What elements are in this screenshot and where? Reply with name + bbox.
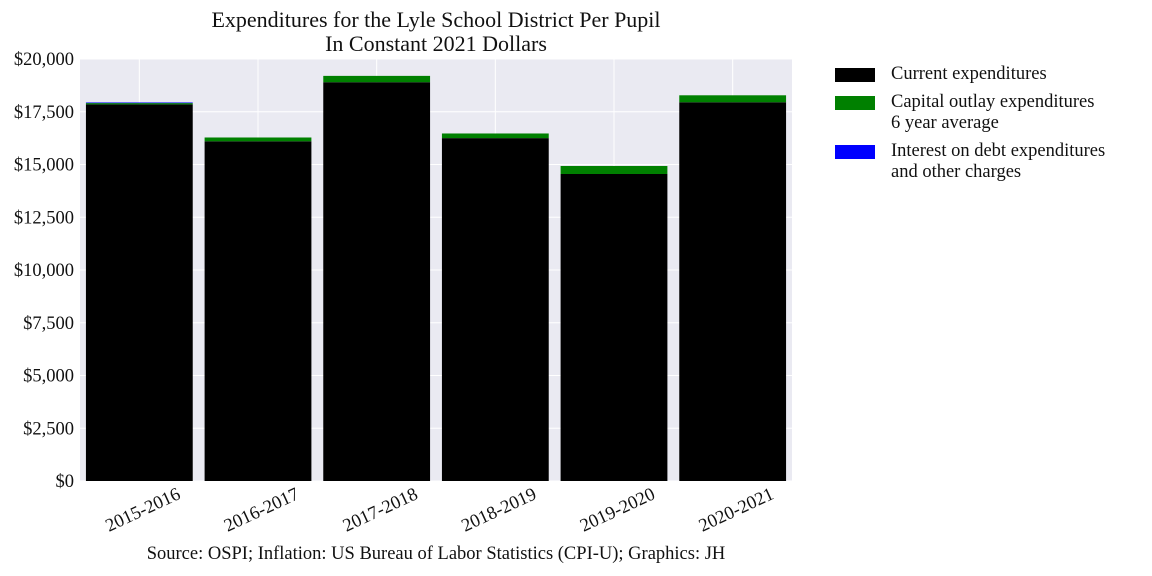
x-tick-label: 2015-2016	[103, 484, 184, 536]
bar-segment	[323, 82, 431, 482]
y-tick-label: $15,000	[14, 156, 74, 176]
bar-segment	[85, 104, 193, 482]
y-tick-labels: $0 $2,500 $5,000 $7,500 $10,000 $12,500 $15,00…	[14, 50, 74, 492]
bar-segment	[323, 75, 431, 83]
y-tick-label: $5,000	[23, 367, 74, 387]
legend-swatch-interest	[835, 145, 875, 159]
legend: Current expenditures Capital outlay expe…	[835, 64, 1105, 190]
x-tick-label: 2016-2017	[221, 484, 302, 536]
x-tick-labels: 2015-2016 2016-2017 2017-2018 2018-2019 2019…	[103, 484, 777, 536]
y-tick-label: $10,000	[14, 261, 74, 281]
legend-label-capital-outlay-line-2: 6 year average	[891, 113, 999, 133]
x-tick-label: 2020-2021	[696, 484, 777, 536]
bar-segment	[679, 95, 787, 103]
legend-swatch-current	[835, 68, 875, 82]
bar-segment	[204, 137, 312, 142]
bar-segment	[85, 103, 193, 105]
bar-segment	[560, 165, 668, 174]
source-note: Source: OSPI; Inflation: US Bureau of La…	[146, 544, 726, 564]
bars	[85, 75, 787, 482]
y-tick-label: $2,500	[23, 419, 74, 439]
y-tick-label: $12,500	[14, 208, 74, 228]
legend-label-interest-line-2: and other charges	[891, 162, 1022, 182]
bar-segment	[204, 141, 312, 482]
legend-item-capital-outlay: Capital outlay expenditures 6 year avera…	[835, 92, 1105, 134]
chart-title-line-2: In Constant 2021 Dollars	[325, 31, 547, 56]
legend-label-capital-outlay: Capital outlay expenditures	[891, 92, 1095, 112]
y-tick-label: $7,500	[23, 314, 74, 334]
legend-item-interest: Interest on debt expenditures and other …	[835, 141, 1105, 183]
y-tick-label: $0	[56, 472, 75, 492]
bar-segment	[560, 173, 668, 481]
x-tick-label: 2018-2019	[459, 484, 540, 536]
x-tick-label: 2019-2020	[577, 484, 658, 536]
legend-label-interest: Interest on debt expenditures	[891, 141, 1106, 161]
chart-title: Expenditures for the Lyle School Distric…	[80, 8, 792, 56]
legend-swatch-capital-outlay	[835, 96, 875, 110]
bar-segment	[441, 138, 549, 481]
legend-label-current: Current expenditures	[891, 64, 1047, 84]
chart-title-line-1: Expenditures for the Lyle School Distric…	[211, 7, 661, 32]
y-tick-label: $20,000	[14, 50, 74, 70]
bar-segment	[85, 102, 193, 104]
legend-item-current: Current expenditures	[835, 64, 1105, 85]
bar-segment	[679, 102, 787, 481]
x-tick-label: 2017-2018	[340, 484, 421, 536]
bar-segment	[441, 133, 549, 139]
y-tick-label: $17,500	[14, 103, 74, 123]
